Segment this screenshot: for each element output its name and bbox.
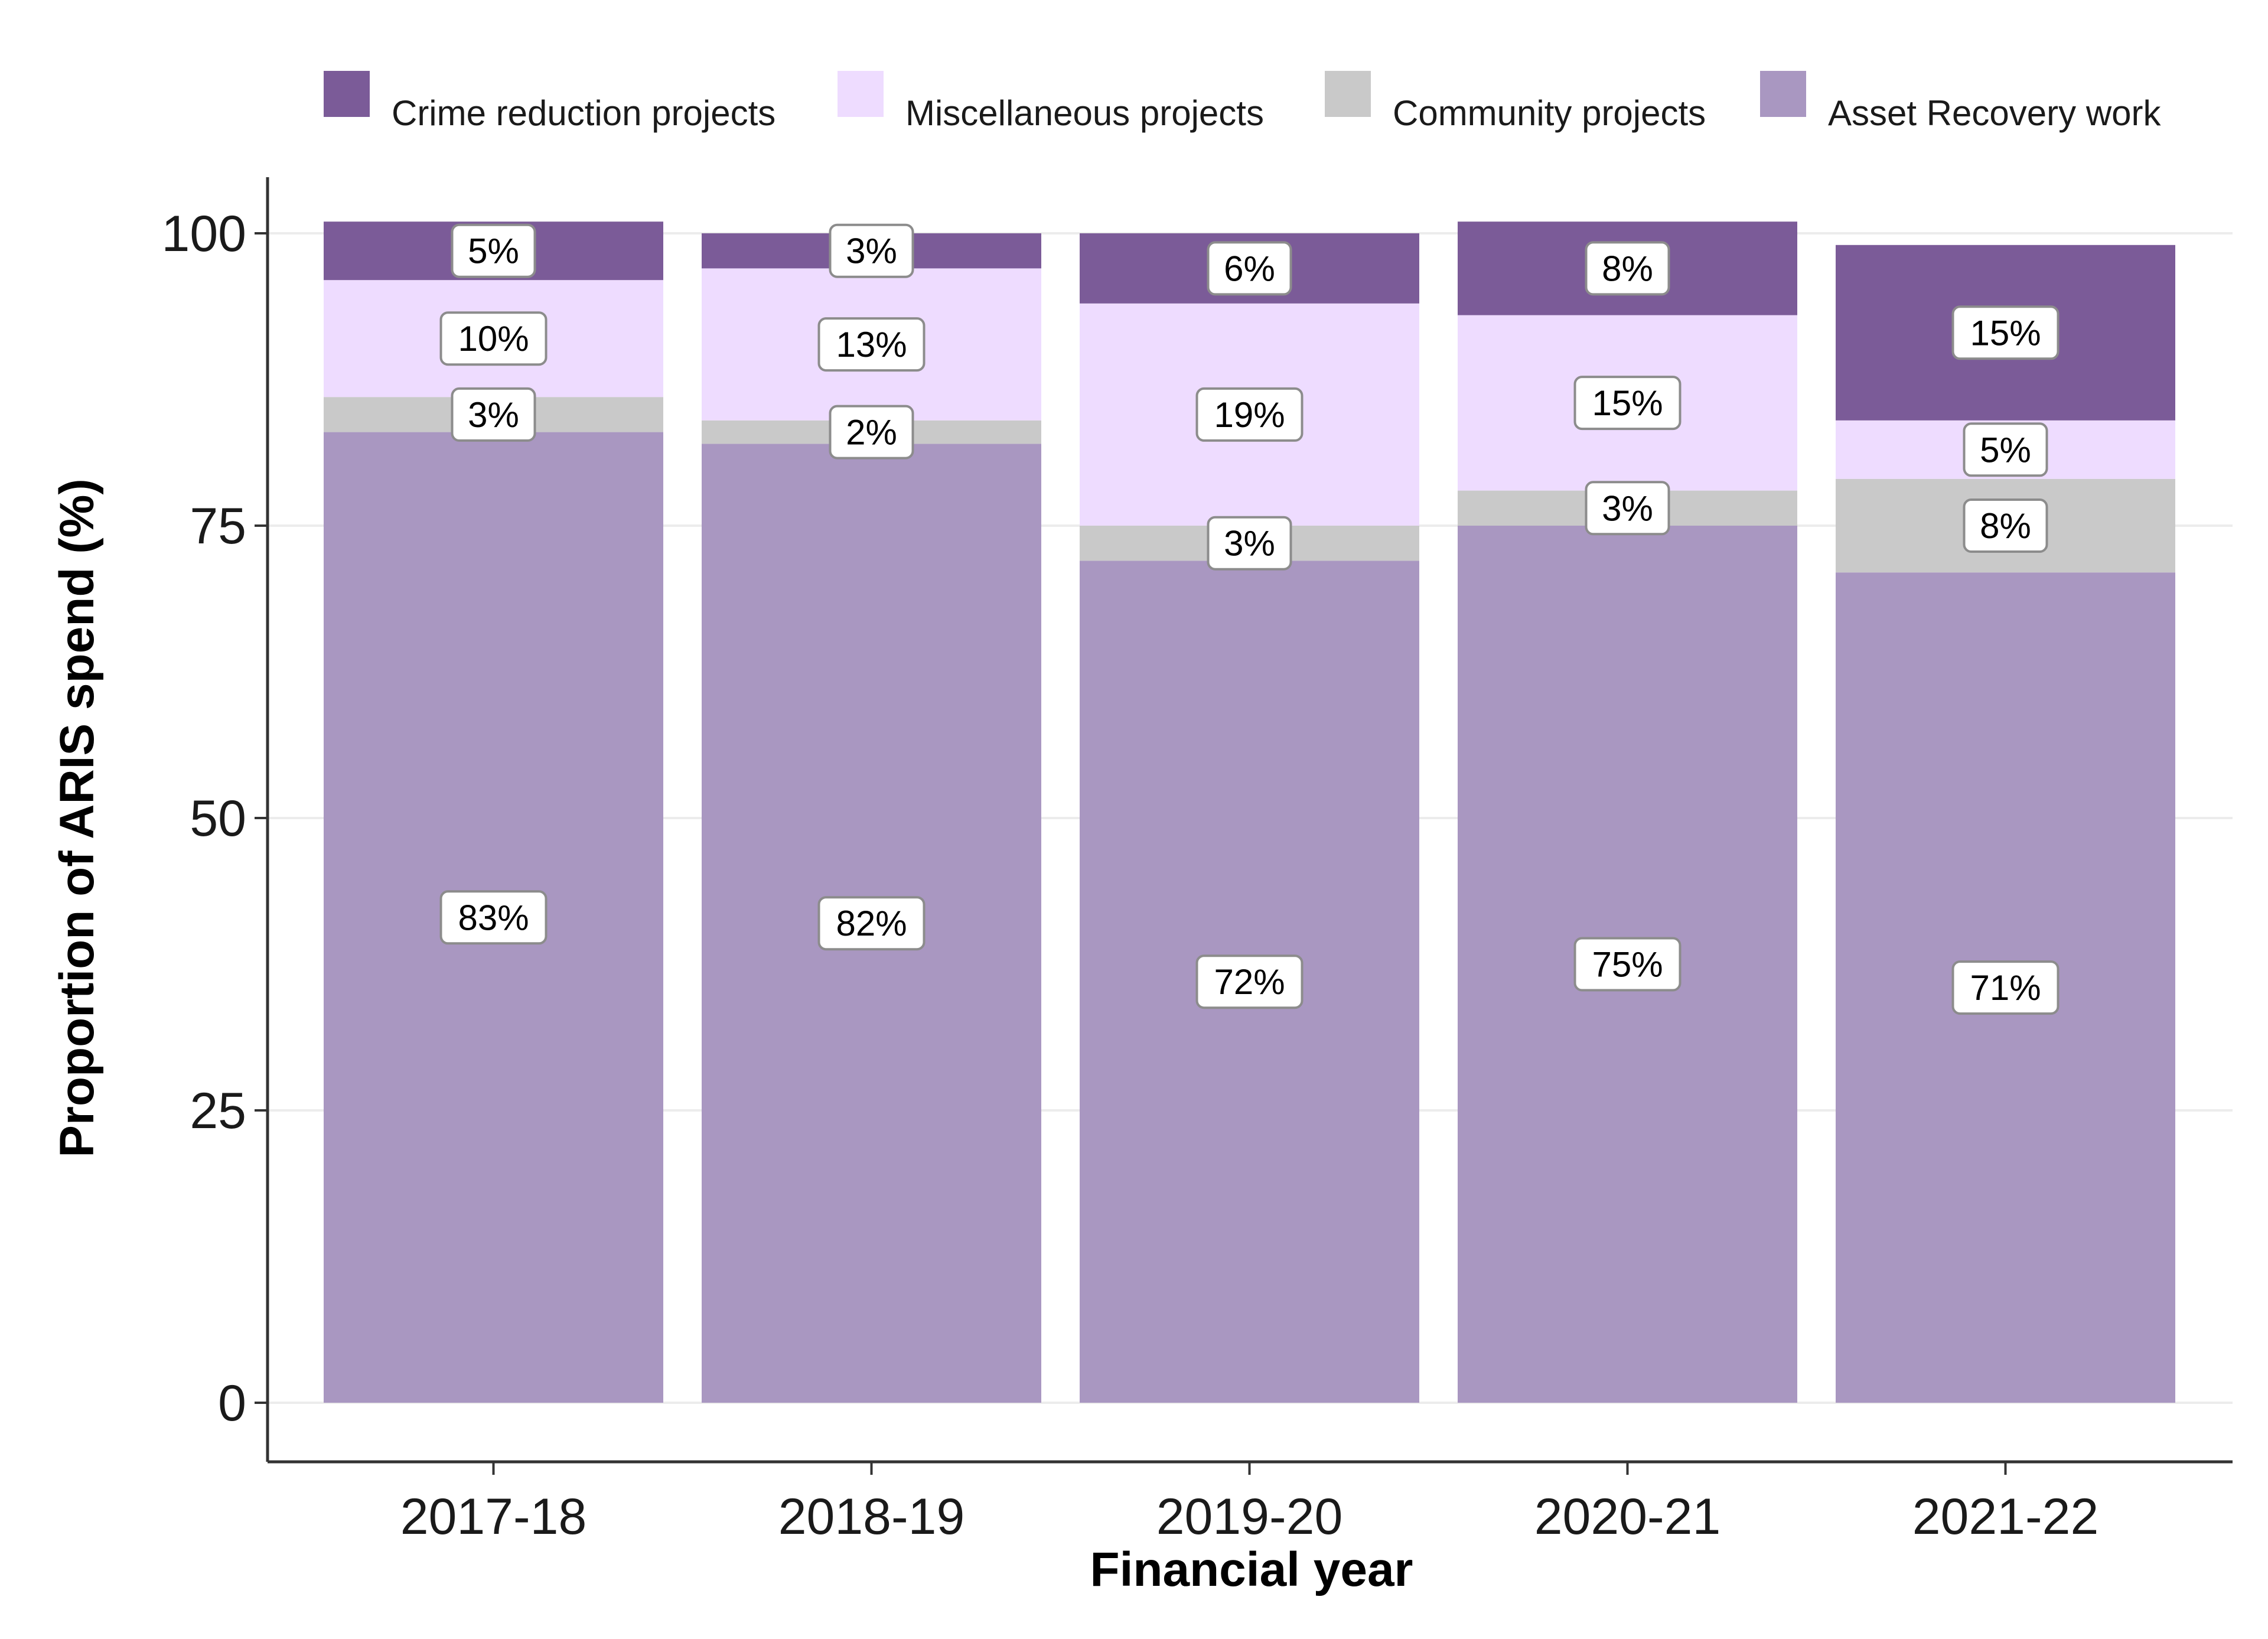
data-label-text: 3% (1602, 488, 1653, 528)
data-label-miscellaneous-projects-2019-20: 19% (1195, 387, 1304, 442)
legend-item-asset-recovery-work: Asset Recovery work (1760, 71, 2161, 133)
data-label-asset-recovery-work-2017-18: 83% (439, 890, 548, 945)
legend-swatch (1760, 71, 1806, 117)
data-label-community-projects-2019-20: 3% (1207, 516, 1292, 571)
data-label-asset-recovery-work-2020-21: 75% (1573, 937, 1682, 992)
data-label-box (1207, 241, 1292, 296)
data-label-text: 2% (846, 413, 897, 452)
data-label-asset-recovery-work-2018-19: 82% (817, 896, 926, 951)
x-tick-label-2019-20: 2019-20 (1156, 1488, 1343, 1545)
data-label-crime-reduction-projects-2021-22: 15% (1951, 305, 2060, 360)
data-label-box (817, 317, 926, 372)
data-label-text: 72% (1214, 962, 1285, 1002)
x-tick-label-2018-19: 2018-19 (778, 1488, 965, 1545)
data-label-box (439, 311, 548, 366)
legend-swatch (838, 71, 884, 117)
data-label-text: 5% (468, 232, 519, 271)
data-label-community-projects-2020-21: 3% (1585, 481, 1670, 536)
data-label-text: 3% (468, 395, 519, 435)
data-label-box (1573, 376, 1682, 431)
data-label-miscellaneous-projects-2021-22: 5% (1963, 422, 2048, 477)
data-label-text: 82% (836, 904, 907, 943)
data-label-asset-recovery-work-2021-22: 71% (1951, 960, 2060, 1015)
data-label-box (439, 890, 548, 945)
legend-swatch (1325, 71, 1371, 117)
data-label-community-projects-2017-18: 3% (451, 387, 536, 442)
data-label-text: 13% (836, 325, 907, 364)
x-axis-title: Financial year (1090, 1543, 1413, 1596)
data-label-text: 5% (1980, 430, 2031, 470)
y-tick-label-0: 0 (218, 1375, 246, 1432)
y-tick-label-25: 25 (190, 1083, 246, 1139)
data-label-box (829, 405, 914, 460)
legend-label: Miscellaneous projects (905, 93, 1264, 133)
legend: Crime reduction projects Miscellaneous pr… (324, 71, 2161, 133)
data-label-box (817, 896, 926, 951)
data-label-miscellaneous-projects-2018-19: 13% (817, 317, 926, 372)
axes: 0 25 50 75 100 2017-18 2018-19 2019-20 2020-21 20… (162, 177, 2233, 1545)
y-tick-label-100: 100 (162, 206, 247, 262)
data-label-box (1195, 387, 1304, 442)
legend-swatch (324, 71, 370, 117)
data-label-box (1963, 498, 2048, 553)
data-label-miscellaneous-projects-2017-18: 10% (439, 311, 548, 366)
data-label-box (451, 223, 536, 278)
data-label-crime-reduction-projects-2020-21: 8% (1585, 241, 1670, 296)
data-label-miscellaneous-projects-2020-21: 15% (1573, 376, 1682, 431)
legend-item-miscellaneous-projects: Miscellaneous projects (838, 71, 1264, 133)
data-label-text: 15% (1970, 313, 2041, 353)
data-label-text: 15% (1592, 383, 1663, 423)
data-label-community-projects-2021-22: 8% (1963, 498, 2048, 553)
data-label-box (1951, 960, 2060, 1015)
legend-item-crime-reduction-projects: Crime reduction projects (324, 71, 775, 133)
data-label-box (1963, 422, 2048, 477)
x-tick-label-2021-22: 2021-22 (1912, 1488, 2099, 1545)
data-label-box (451, 387, 536, 442)
data-label-box (1573, 937, 1682, 992)
data-label-box (1951, 305, 2060, 360)
data-label-crime-reduction-projects-2019-20: 6% (1207, 241, 1292, 296)
data-label-box (829, 223, 914, 278)
data-label-text: 3% (1224, 524, 1275, 563)
x-tick-label-2017-18: 2017-18 (400, 1488, 587, 1545)
legend-label: Asset Recovery work (1828, 93, 2161, 133)
data-label-text: 8% (1602, 249, 1653, 288)
data-label-community-projects-2018-19: 2% (829, 405, 914, 460)
data-label-box (1207, 516, 1292, 571)
data-label-box (1585, 481, 1670, 536)
data-label-text: 83% (458, 898, 529, 937)
data-label-box (1195, 954, 1304, 1009)
legend-label: Community projects (1393, 93, 1706, 133)
legend-label: Crime reduction projects (392, 93, 775, 133)
data-labels: 83% 3% 10% 5% 82% 2% 13% 3% 72% 3% 19% 6% 75% 3% 15% 8%… (439, 223, 2060, 1015)
data-label-box (1585, 241, 1670, 296)
data-label-text: 6% (1224, 249, 1275, 288)
data-label-crime-reduction-projects-2018-19: 3% (829, 223, 914, 278)
y-tick-label-75: 75 (190, 498, 246, 555)
data-label-text: 75% (1592, 945, 1663, 985)
data-label-text: 10% (458, 319, 529, 359)
y-tick-label-50: 50 (190, 790, 246, 847)
data-label-text: 19% (1214, 395, 1285, 435)
x-tick-label-2020-21: 2020-21 (1534, 1488, 1721, 1545)
y-axis-title: Proportion of ARIS spend (%) (50, 478, 104, 1157)
data-label-text: 3% (846, 232, 897, 271)
data-label-asset-recovery-work-2019-20: 72% (1195, 954, 1304, 1009)
legend-item-community-projects: Community projects (1325, 71, 1706, 133)
data-label-text: 71% (1970, 968, 2041, 1008)
data-label-crime-reduction-projects-2017-18: 5% (451, 223, 536, 278)
data-label-text: 8% (1980, 506, 2031, 546)
